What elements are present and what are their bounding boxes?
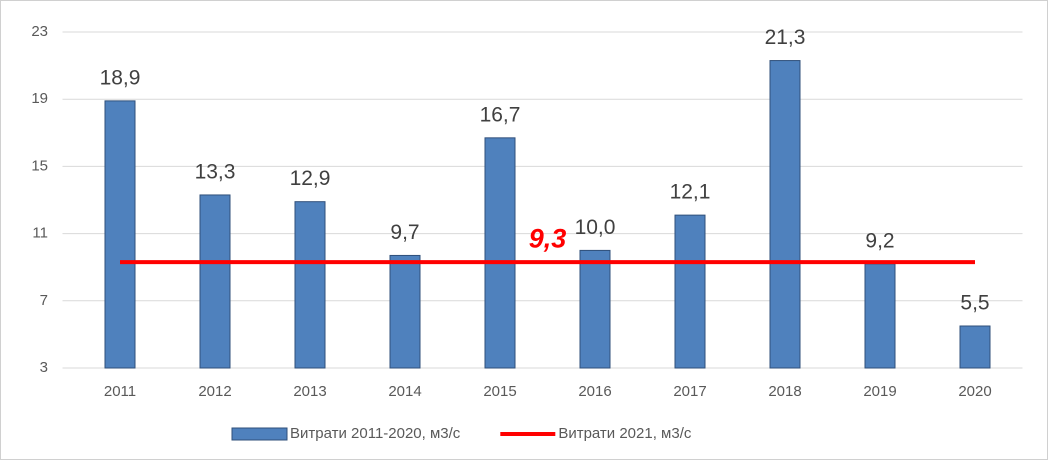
bar (199, 194, 231, 369)
x-tick-label: 2013 (293, 383, 326, 400)
y-tick-label: 11 (32, 225, 48, 242)
y-tick-label: 23 (31, 23, 48, 40)
bar (674, 214, 706, 369)
legend-label: Витрати 2021, м3/с (558, 425, 692, 442)
bar (104, 100, 136, 369)
legend-label: Витрати 2011-2020, м3/с (290, 425, 461, 442)
y-tick-label: 7 (40, 292, 48, 309)
x-tick-label: 2014 (388, 383, 421, 400)
bar (389, 254, 421, 369)
data-label: 12,9 (290, 167, 331, 190)
x-tick-label: 2019 (863, 383, 896, 400)
data-label: 12,1 (670, 181, 711, 204)
y-tick-label: 19 (31, 90, 48, 107)
x-tick-label: 2012 (198, 383, 231, 400)
x-tick-label: 2011 (104, 383, 136, 400)
data-label: 21,3 (765, 26, 806, 49)
x-tick-label: 2016 (578, 383, 611, 400)
x-tick-label: 2020 (958, 383, 991, 400)
x-tick-label: 2015 (483, 383, 516, 400)
bar (864, 263, 896, 369)
data-label: 9,3 (529, 223, 567, 253)
data-label: 16,7 (480, 103, 521, 126)
y-tick-label: 15 (31, 157, 48, 174)
data-label: 13,3 (195, 161, 236, 184)
x-tick-label: 2018 (768, 383, 801, 400)
bar (769, 60, 801, 369)
y-tick-label: 3 (40, 359, 48, 376)
bar (579, 249, 611, 369)
data-label: 9,7 (390, 221, 419, 244)
bar (484, 137, 516, 369)
legend-swatch (231, 427, 288, 441)
data-label: 9,2 (865, 229, 894, 252)
data-label: 18,9 (100, 66, 141, 89)
data-label: 10,0 (575, 216, 616, 239)
x-tick-label: 2017 (673, 383, 706, 400)
data-label: 5,5 (960, 292, 989, 315)
bar (959, 325, 991, 369)
bar (294, 201, 326, 369)
